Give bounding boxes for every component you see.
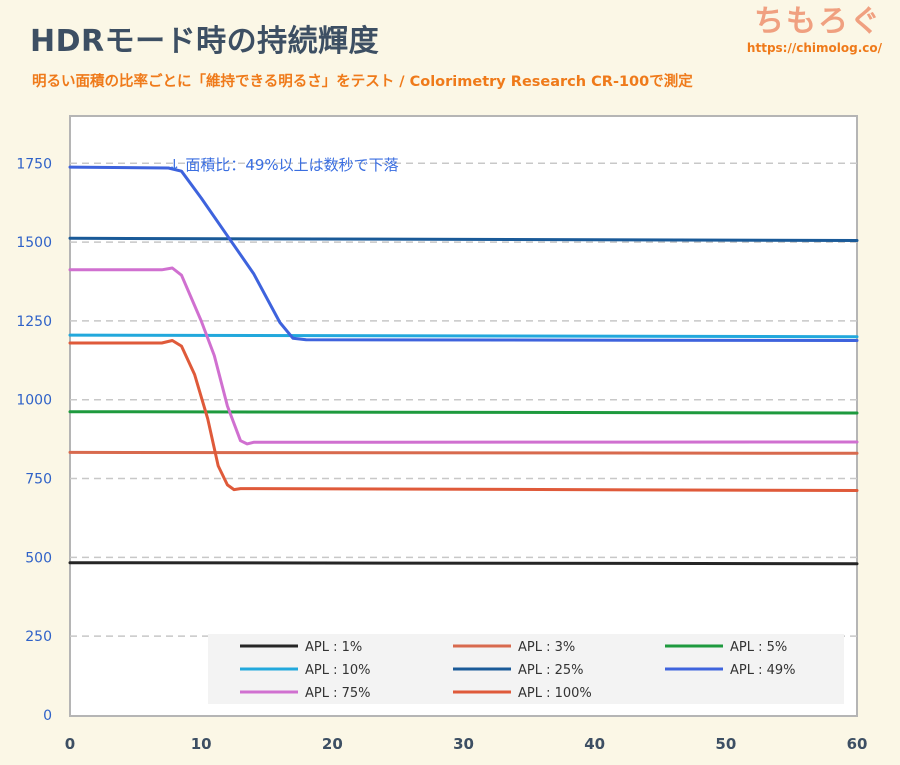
legend-label: APL : 75% [305, 686, 371, 701]
chart-annotation: ↓ 面積比：49%以上は数秒で下落 [168, 156, 399, 174]
x-tick-label: 40 [584, 735, 605, 753]
series-line-100pct [68, 339, 859, 492]
series-line-3pct [68, 450, 859, 455]
series-line-75pct [68, 266, 859, 446]
y-tick-label: 750 [25, 472, 52, 488]
series-line-25pct [68, 236, 859, 242]
brand-logo: ちもろぐ https://chimolog.co/ [747, 4, 882, 56]
legend-label: APL : 5% [730, 640, 787, 655]
x-tick-label: 30 [453, 735, 474, 753]
y-tick-label: 1250 [16, 314, 52, 330]
chart-subtitle: 明るい面積の比率ごとに「維持できる明るさ」をテスト / Colorimetry … [32, 74, 693, 90]
legend: APL : 1% APL : 3% APL : 5% APL : 10% APL : 2… [240, 640, 796, 701]
y-tick-label: 0 [43, 708, 52, 724]
x-tick-label: 10 [191, 735, 212, 753]
x-axis-ticks: 0 10 20 30 40 50 60 [65, 735, 868, 753]
chart-title: HDRモード時の持続輝度 [30, 24, 380, 59]
series-line-10pct [68, 333, 859, 339]
x-tick-label: 50 [715, 735, 736, 753]
series-line-49pct [68, 165, 859, 342]
series-line-5pct [68, 410, 859, 415]
legend-label: APL : 3% [518, 640, 575, 655]
y-tick-label: 500 [25, 550, 52, 566]
y-tick-label: 250 [25, 629, 52, 645]
y-tick-label: 1500 [16, 235, 52, 251]
y-tick-label: 1750 [16, 156, 52, 172]
x-tick-label: 20 [322, 735, 343, 753]
legend-box [208, 634, 844, 704]
brand-name: ちもろぐ [754, 4, 882, 39]
plot-area [69, 115, 858, 717]
x-tick-label: 60 [847, 735, 868, 753]
y-axis-ticks: 0 250 500 750 1000 1250 1500 1750 [16, 156, 52, 724]
x-tick-label: 0 [65, 735, 75, 753]
brand-url: https://chimolog.co/ [746, 41, 882, 55]
legend-label: APL : 10% [305, 663, 371, 678]
legend-label: APL : 1% [305, 640, 362, 655]
series-line-1pct [68, 561, 859, 566]
legend-label: APL : 49% [730, 663, 796, 678]
legend-label: APL : 100% [518, 686, 592, 701]
y-tick-label: 1000 [16, 393, 52, 409]
series-lines [68, 165, 859, 566]
legend-label: APL : 25% [518, 663, 584, 678]
